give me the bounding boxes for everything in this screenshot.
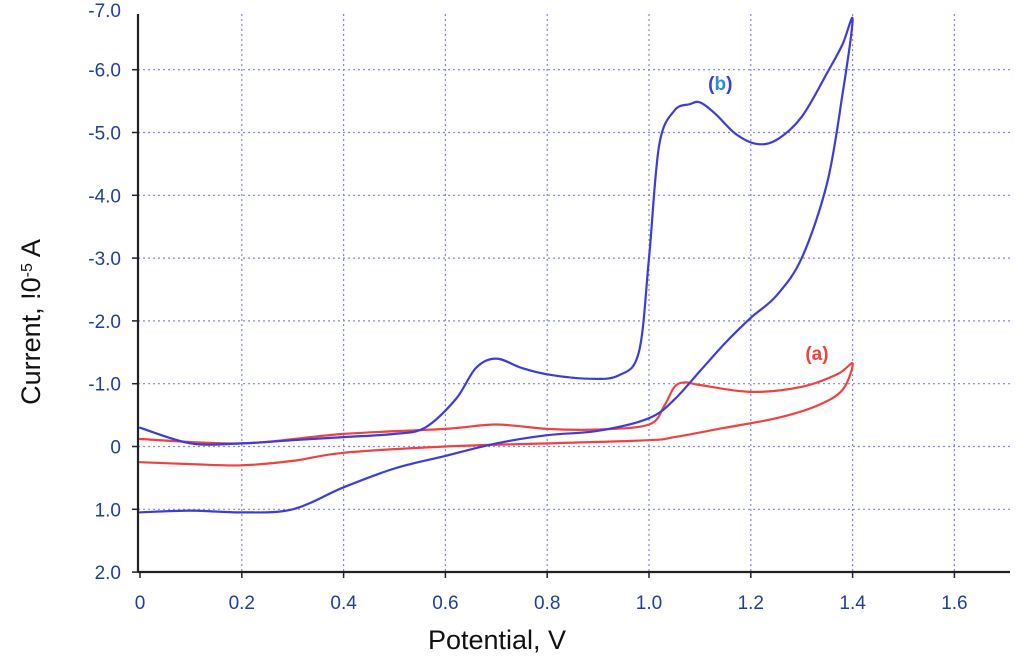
- y-axis-title-main: Current, !0: [16, 277, 46, 405]
- x-tick-label: 1.6: [941, 593, 967, 614]
- y-tick-label: -4.0: [88, 186, 121, 207]
- x-tick-label: 0: [135, 593, 146, 614]
- x-axis-title: Potential, V: [428, 625, 566, 655]
- grid: [138, 14, 1010, 572]
- series-line-b: [138, 16, 854, 514]
- series-label-open-paren: (: [708, 74, 715, 95]
- series-labels: (a)(b): [708, 74, 828, 365]
- x-tick-label: 0.2: [229, 593, 255, 614]
- y-tick-label: -5.0: [88, 124, 121, 145]
- y-tick-label-partial: -7.0: [88, 1, 121, 22]
- series-label-close-paren: ): [726, 74, 732, 95]
- series-label-b: (b): [708, 74, 732, 95]
- y-tick-label: -6.0: [88, 61, 121, 82]
- x-tick-label: 0.6: [432, 593, 458, 614]
- axes: [132, 14, 1010, 578]
- series-label-letter: b: [714, 74, 726, 95]
- x-tick-label: 0.4: [330, 593, 357, 614]
- series-line-a: [138, 362, 854, 467]
- x-tick-label: 1.0: [636, 593, 662, 614]
- y-axis-title: Current, !0-5 A: [16, 239, 46, 405]
- series-label-close-paren: ): [822, 344, 828, 365]
- y-tick-label: 2.0: [95, 563, 121, 584]
- series-layer: [138, 16, 854, 514]
- tick-labels: 0 0.2 0.4 0.6 0.8 1.0 1.2 1.4 1.6 -6.0 -5.0 -4.0 -3.…: [88, 1, 967, 614]
- series-label-letter: a: [812, 344, 823, 365]
- x-tick-label: 0.8: [534, 593, 560, 614]
- y-tick-label: -3.0: [88, 249, 121, 270]
- y-tick-label: -1.0: [88, 375, 121, 396]
- series-label-a: (a): [805, 344, 828, 365]
- y-axis-title-unit: A: [16, 239, 46, 263]
- y-tick-label: 1.0: [95, 500, 121, 521]
- x-tick-label: 1.4: [839, 593, 866, 614]
- series-label-open-paren: (: [805, 344, 812, 365]
- y-tick-label: -2.0: [88, 312, 121, 333]
- x-tick-label: 1.2: [738, 593, 764, 614]
- y-tick-label: 0: [110, 438, 121, 459]
- y-axis-title-exponent: -5: [19, 263, 36, 277]
